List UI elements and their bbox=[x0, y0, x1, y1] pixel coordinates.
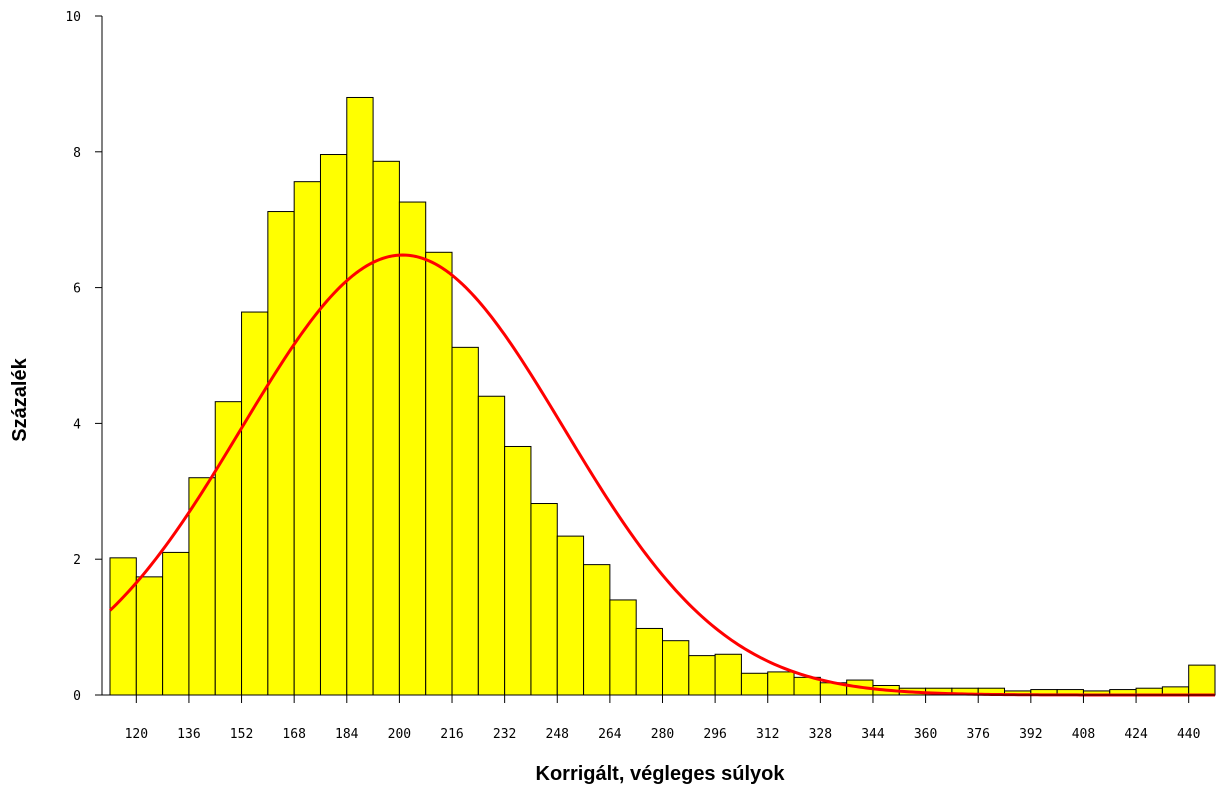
histogram-bar bbox=[425, 251, 453, 696]
bars-group bbox=[109, 96, 1216, 696]
histogram-bar bbox=[714, 653, 742, 696]
x-tick-label: 120 bbox=[125, 727, 148, 742]
y-axis-title: Százalék bbox=[9, 357, 31, 441]
x-tick-label: 280 bbox=[651, 727, 674, 742]
y-tick-label: 4 bbox=[73, 417, 81, 432]
x-tick-label: 216 bbox=[440, 727, 463, 742]
x-tick-label: 136 bbox=[177, 727, 200, 742]
histogram-bar bbox=[556, 535, 585, 696]
histogram-bar bbox=[372, 160, 400, 696]
x-tick-label: 392 bbox=[1019, 727, 1042, 742]
histogram-bar bbox=[767, 671, 795, 696]
x-tick-label: 408 bbox=[1072, 727, 1095, 742]
x-tick-label: 200 bbox=[388, 727, 411, 742]
histogram-bar bbox=[346, 96, 374, 696]
x-axis-ticks: 120 136 152 168 184 200 216 232 248 264 280 296 312 3… bbox=[125, 695, 1200, 742]
histogram-bar bbox=[451, 346, 479, 696]
histogram-bar bbox=[135, 576, 164, 696]
axes-group bbox=[101, 16, 1215, 696]
x-tick-label: 184 bbox=[335, 727, 359, 742]
histogram-bar bbox=[688, 655, 716, 696]
histogram-bar bbox=[609, 599, 637, 696]
x-tick-label: 424 bbox=[1124, 727, 1148, 742]
histogram-bar bbox=[109, 557, 137, 696]
histogram-bar bbox=[583, 564, 611, 696]
histogram-bar bbox=[477, 395, 506, 696]
y-tick-label: 0 bbox=[73, 689, 81, 704]
histogram-bar bbox=[162, 551, 190, 696]
x-tick-label: 248 bbox=[546, 727, 569, 742]
x-tick-label: 312 bbox=[756, 727, 779, 742]
histogram-bar bbox=[241, 311, 269, 696]
histogram-bar bbox=[214, 401, 243, 696]
x-tick-label: 152 bbox=[230, 727, 253, 742]
histogram-bar bbox=[267, 211, 295, 696]
y-tick-label: 10 bbox=[65, 10, 81, 25]
x-tick-label: 344 bbox=[861, 727, 885, 742]
histogram-bar bbox=[530, 503, 558, 696]
x-tick-label: 360 bbox=[914, 727, 937, 742]
histogram-bar bbox=[398, 201, 427, 696]
histogram-bar bbox=[188, 477, 216, 696]
histogram-bar bbox=[319, 154, 348, 696]
x-tick-label: 232 bbox=[493, 727, 516, 742]
x-tick-label: 264 bbox=[598, 727, 622, 742]
x-tick-label: 168 bbox=[282, 727, 305, 742]
histogram-bar bbox=[740, 672, 769, 696]
y-tick-label: 6 bbox=[73, 282, 81, 297]
x-tick-label: 376 bbox=[966, 727, 989, 742]
y-tick-label: 8 bbox=[73, 146, 81, 161]
x-tick-label: 328 bbox=[809, 727, 832, 742]
histogram-bar bbox=[1188, 664, 1216, 696]
histogram-bar bbox=[635, 627, 664, 696]
histogram-bar bbox=[504, 445, 532, 696]
histogram-bar bbox=[662, 640, 690, 696]
histogram-bar bbox=[293, 181, 321, 696]
x-axis-title: Korrigált, végleges súlyok bbox=[536, 763, 786, 785]
x-tick-label: 296 bbox=[703, 727, 726, 742]
y-axis-ticks: 0 2 4 6 8 10 bbox=[65, 10, 102, 704]
x-tick-label: 440 bbox=[1177, 727, 1200, 742]
y-tick-label: 2 bbox=[73, 553, 81, 568]
